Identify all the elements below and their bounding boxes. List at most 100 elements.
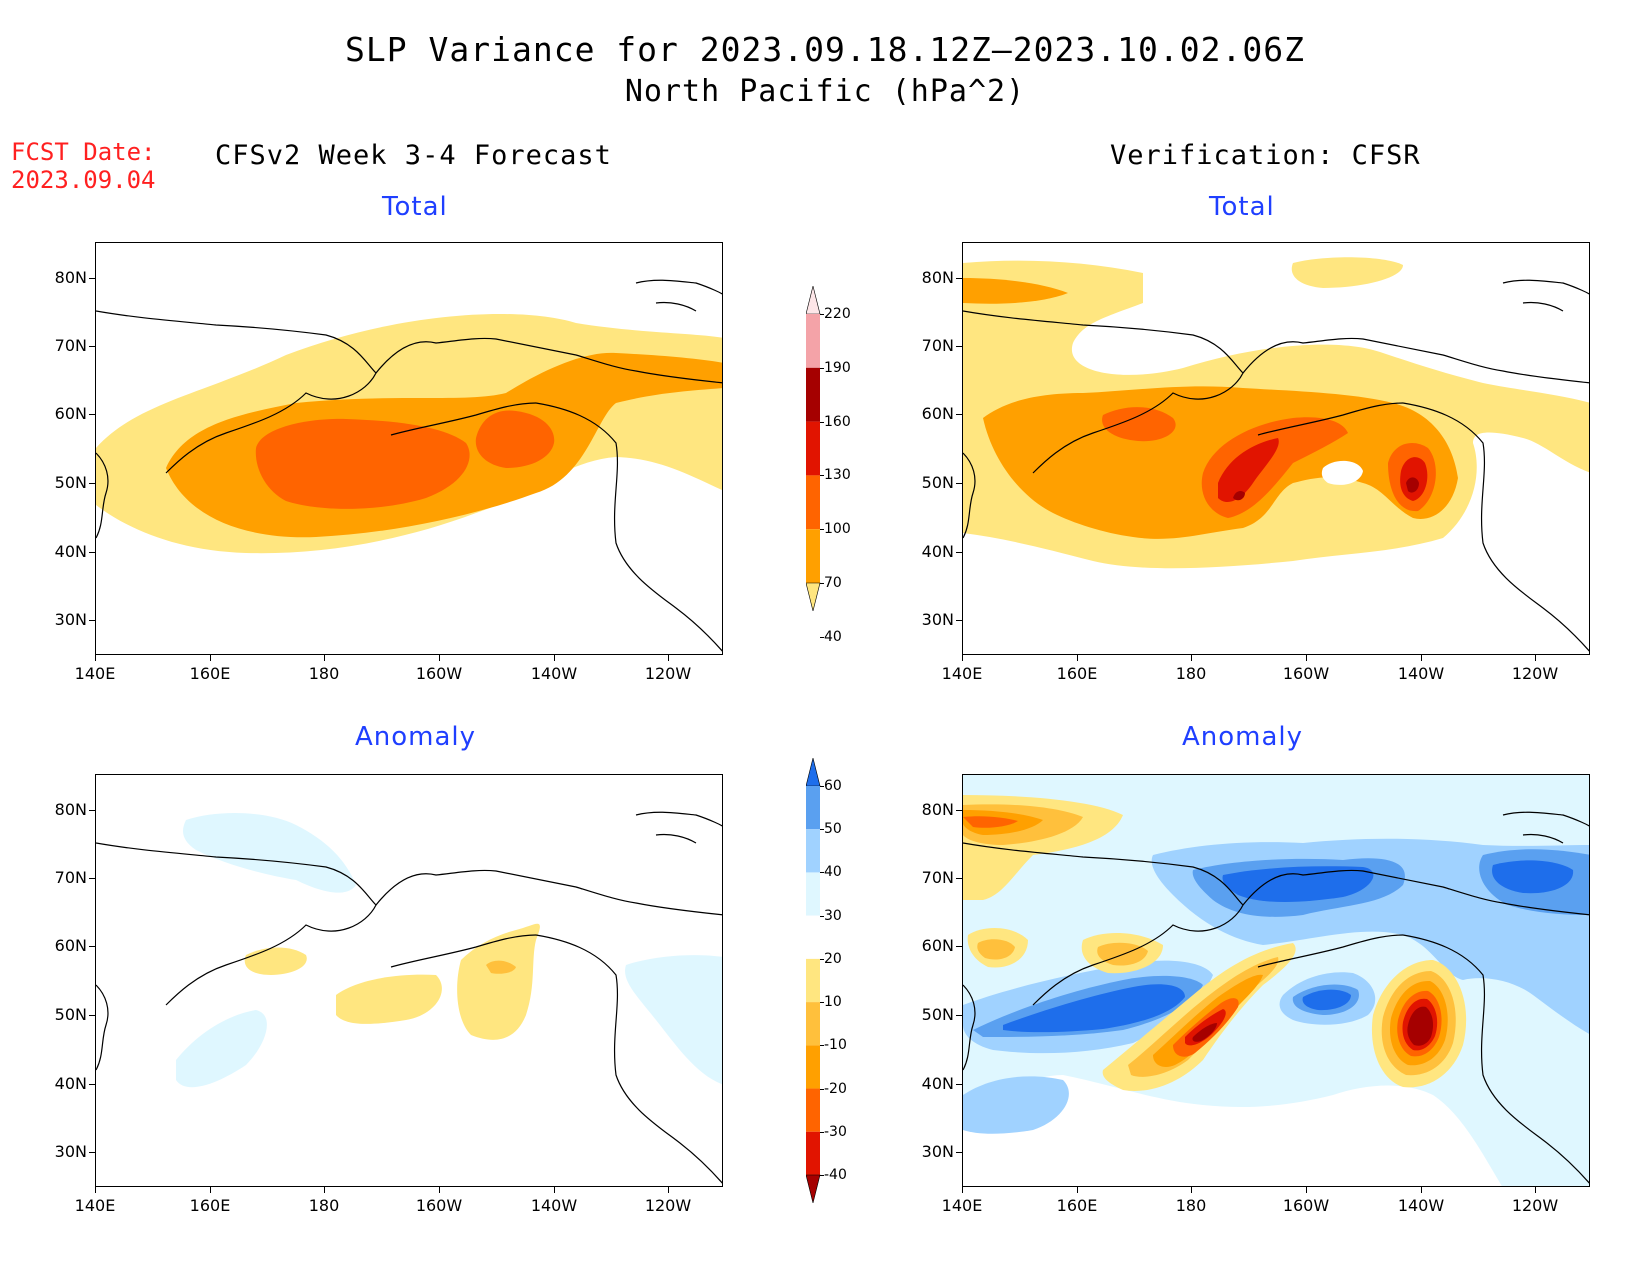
lat-label-70n: 70N <box>54 868 87 887</box>
lon-tick <box>324 1187 325 1193</box>
lat-label-50n: 50N <box>54 1005 87 1024</box>
lat-label-40n: 40N <box>54 1074 87 1093</box>
main-title: SLP Variance for 2023.09.18.12Z–2023.10.… <box>345 30 1305 69</box>
colorbar-segment <box>806 314 820 368</box>
forecast-date-value: 2023.09.04 <box>11 166 156 194</box>
lon-label-140e: 140E <box>74 1196 116 1215</box>
contour-neg10c <box>625 955 722 1085</box>
lon-label-180: 180 <box>1175 664 1207 683</box>
lat-label-60n: 60N <box>921 936 954 955</box>
lat-tick <box>89 620 95 621</box>
colorbar-label: 30 <box>824 907 842 924</box>
lon-label-180: 180 <box>1175 1196 1207 1215</box>
main-subtitle: North Pacific (hPa^2) <box>624 74 1026 109</box>
contour-100b <box>475 410 555 468</box>
colorbar-label: 20 <box>824 950 842 967</box>
lon-tick <box>439 1187 440 1193</box>
lon-tick <box>1191 655 1192 661</box>
lon-label-120w: 120W <box>644 1196 692 1215</box>
lat-tick <box>956 346 962 347</box>
lat-label-70n: 70N <box>921 868 954 887</box>
lat-label-80n: 80N <box>54 800 87 819</box>
colorbar-label: 40 <box>824 628 842 645</box>
contour-10 <box>244 947 307 975</box>
lat-tick <box>89 946 95 947</box>
colorbar-segment <box>806 421 820 476</box>
colorbar-label: 10 <box>824 994 842 1011</box>
lat-label-30n: 30N <box>921 610 954 629</box>
contour-40-blob <box>1291 257 1403 288</box>
lat-label-80n: 80N <box>921 800 954 819</box>
lon-tick <box>1421 1187 1422 1193</box>
colorbar-segment <box>806 529 820 583</box>
right-column-heading: Verification: CFSR <box>1110 140 1421 171</box>
lat-tick <box>89 1152 95 1153</box>
lon-tick <box>95 655 96 661</box>
colorbar-tick <box>820 872 824 874</box>
lon-label-120w: 120W <box>644 664 692 683</box>
lat-label-70n: 70N <box>921 336 954 355</box>
colorbar-tick <box>820 1175 824 1176</box>
colorbar-segment <box>806 1045 820 1089</box>
colorbar-tick <box>820 1131 824 1133</box>
lat-tick <box>89 1084 95 1085</box>
contour-40-arctic <box>963 816 1018 828</box>
contour-neg10b <box>176 1010 267 1088</box>
lon-tick <box>1421 655 1422 661</box>
contour-60-gulf <box>1407 1006 1434 1046</box>
contour-neg40c <box>1302 989 1351 1011</box>
colorbar-label: 190 <box>824 359 851 376</box>
lon-label-160e: 160E <box>189 664 231 683</box>
lon-label-140w: 140W <box>530 664 578 683</box>
coastlines <box>96 811 722 1184</box>
lat-label-50n: 50N <box>921 1005 954 1024</box>
lat-label-80n: 80N <box>54 268 87 287</box>
lon-label-160w: 160W <box>1282 664 1330 683</box>
lat-tick <box>89 552 95 553</box>
map-verification-total <box>962 242 1590 655</box>
colorbar-tick <box>820 1002 824 1004</box>
lat-label-40n: 40N <box>921 542 954 561</box>
coastlines <box>963 279 1589 652</box>
lon-label-140w: 140W <box>1397 1196 1445 1215</box>
colorbar-svg <box>806 286 821 611</box>
contour-100 <box>1102 407 1176 442</box>
lon-label-160w: 160W <box>1282 1196 1330 1215</box>
lon-tick <box>439 655 440 661</box>
lat-tick <box>89 346 95 347</box>
forecast-anomaly-field <box>176 813 722 1088</box>
lat-tick <box>89 1015 95 1016</box>
colorbar-label: 220 <box>824 306 851 322</box>
lon-label-140e: 140E <box>941 1196 983 1215</box>
colorbar-segment <box>806 829 820 873</box>
colorbar-segment <box>806 958 820 1003</box>
colorbar-svg <box>806 758 821 1203</box>
coastline-layer <box>96 811 722 1184</box>
contour-10c <box>457 923 540 1040</box>
colorbar-label: 160 <box>824 413 851 430</box>
contour-20-west <box>977 939 1015 960</box>
contour-neg10 <box>183 813 356 893</box>
contour-70 <box>963 278 1068 304</box>
lon-tick <box>1535 655 1536 661</box>
colorbar-tick <box>820 421 824 423</box>
colorbar-label: -20 <box>824 1080 847 1097</box>
colorbar-tick <box>820 636 824 638</box>
contour-neg40b <box>1003 984 1185 1033</box>
hole-low <box>1321 460 1363 485</box>
lat-tick <box>956 1015 962 1016</box>
lon-label-160e: 160E <box>189 1196 231 1215</box>
lat-tick <box>956 620 962 621</box>
lon-tick <box>554 1187 555 1193</box>
colorbar-label: -40 <box>824 1167 847 1183</box>
lat-tick <box>956 278 962 279</box>
coastline-layer <box>963 279 1589 652</box>
contour-60-band <box>1192 1023 1217 1042</box>
coastline-layer <box>96 279 722 652</box>
lat-label-80n: 80N <box>921 268 954 287</box>
lat-tick <box>89 810 95 811</box>
lat-label-50n: 50N <box>921 473 954 492</box>
panel-title-top-left: Total <box>382 192 448 222</box>
forecast-date-label: FCST Date: <box>11 138 156 166</box>
colorbar-label: -30 <box>824 1123 847 1140</box>
